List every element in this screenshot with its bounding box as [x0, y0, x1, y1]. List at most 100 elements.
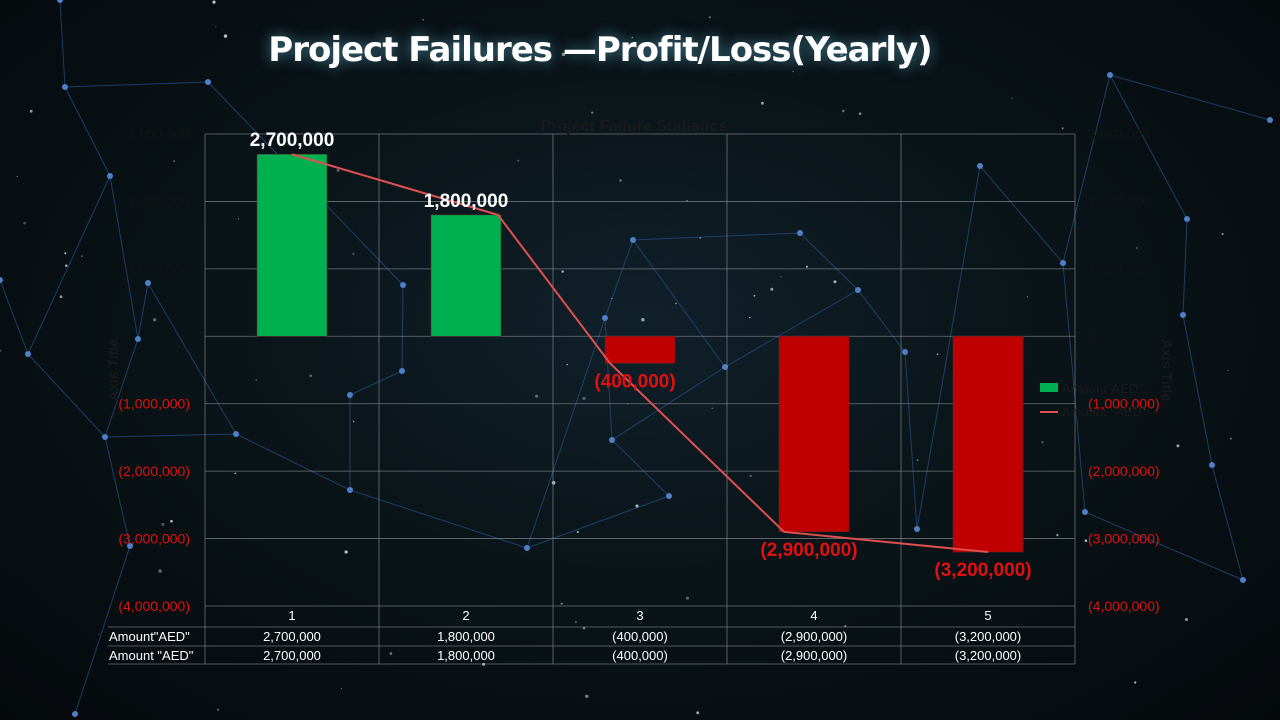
data-label-4: (2,900,000): [760, 540, 857, 561]
star-dot: [344, 550, 348, 554]
star-dot: [98, 633, 100, 636]
table-cell: (3,200,000): [955, 648, 1022, 663]
star-dot: [780, 276, 782, 278]
table-cell: (400,000): [612, 629, 668, 644]
star-dot: [16, 175, 18, 178]
star-dot: [792, 70, 794, 73]
network-node: [524, 545, 530, 551]
network-link: [526, 317, 606, 549]
table-cell: 1,800,000: [437, 648, 495, 663]
star-dot: [585, 694, 589, 698]
table-cell: 2,700,000: [263, 629, 321, 644]
star-dot: [65, 264, 68, 267]
star-dot: [582, 626, 586, 630]
network-link: [632, 239, 726, 368]
table-row-label: Amount "AED": [109, 648, 194, 663]
star-dot: [158, 569, 162, 573]
network-node: [914, 526, 920, 532]
x-tick-label: 4: [810, 608, 817, 623]
y-tick-label-left: (1,000,000): [118, 396, 190, 412]
star-dot: [576, 531, 579, 533]
y-tick-label-left: (2,000,000): [118, 463, 190, 479]
star-dot: [336, 168, 340, 172]
network-link: [349, 370, 403, 396]
network-node: [0, 277, 3, 283]
star-dot: [844, 625, 847, 627]
network-node: [666, 493, 672, 499]
star-dot: [0, 349, 2, 352]
network-link: [1084, 511, 1244, 581]
star-dot: [749, 316, 751, 319]
star-dot: [304, 635, 307, 638]
star-dot: [59, 295, 63, 299]
star-dot: [237, 218, 240, 220]
star-dot: [29, 109, 33, 113]
network-node: [205, 79, 211, 85]
star-dot: [170, 519, 173, 523]
star-dot: [685, 596, 690, 600]
network-link: [632, 232, 801, 241]
star-dot: [64, 252, 67, 255]
network-node: [102, 434, 108, 440]
network-link: [526, 495, 670, 549]
y-axis-title-right: Axis Title: [1159, 339, 1175, 401]
network-node: [977, 163, 983, 169]
table-cell: 1,800,000: [437, 629, 495, 644]
table-cell: (3,200,000): [955, 629, 1022, 644]
network-node: [1180, 312, 1186, 318]
network-link: [74, 545, 131, 715]
star-dot: [234, 472, 237, 475]
network-link: [104, 436, 131, 547]
y-axis-title-left: Axis Title: [105, 339, 121, 401]
y-tick-label-right: 0: [1088, 328, 1096, 344]
bar-5: [952, 336, 1024, 553]
star-dot: [1227, 369, 1229, 371]
x-tick-label: 1: [288, 608, 295, 623]
star-dot: [591, 111, 594, 114]
star-dot: [309, 374, 313, 378]
star-dot: [422, 19, 424, 21]
star-dot: [1176, 444, 1180, 448]
y-tick-label-right: (1,000,000): [1088, 396, 1160, 412]
network-node: [62, 84, 68, 90]
star-dot: [635, 504, 639, 508]
star-dot: [699, 237, 701, 239]
star-dot: [806, 265, 808, 268]
star-dot: [1134, 681, 1137, 684]
network-link: [235, 433, 351, 491]
network-link: [59, 0, 66, 88]
network-link: [64, 81, 209, 88]
star-dot: [566, 363, 568, 366]
network-link: [137, 282, 149, 340]
x-tick-label: 3: [636, 608, 643, 623]
network-node: [602, 315, 608, 321]
network-node: [1209, 462, 1215, 468]
network-node: [127, 543, 133, 549]
star-dot: [1136, 247, 1138, 249]
network-node: [145, 280, 151, 286]
legend-swatch-bar: [1040, 383, 1058, 392]
star-dot: [352, 252, 355, 255]
data-label-5: (3,200,000): [934, 560, 1031, 581]
network-node: [57, 0, 63, 3]
network-node: [347, 392, 353, 398]
star-dot: [223, 34, 228, 38]
network-node: [722, 364, 728, 370]
network-node: [1267, 117, 1273, 123]
network-node: [347, 487, 353, 493]
network-link: [904, 351, 918, 530]
y-tick-label-left: (3,000,000): [118, 531, 190, 547]
bar-4: [778, 336, 850, 533]
chart-title: Project Failure Statistics: [541, 118, 728, 135]
star-dot: [1041, 441, 1044, 444]
network-node: [1060, 260, 1066, 266]
bar-1: [256, 153, 328, 337]
star-dot: [560, 602, 563, 605]
y-tick-label-right: (3,000,000): [1088, 531, 1160, 547]
star-dot: [255, 378, 258, 381]
y-tick-label-left: 1,000,000: [128, 261, 190, 277]
star-dot: [352, 420, 355, 423]
star-dot: [1184, 618, 1188, 621]
star-dot: [1229, 437, 1232, 440]
